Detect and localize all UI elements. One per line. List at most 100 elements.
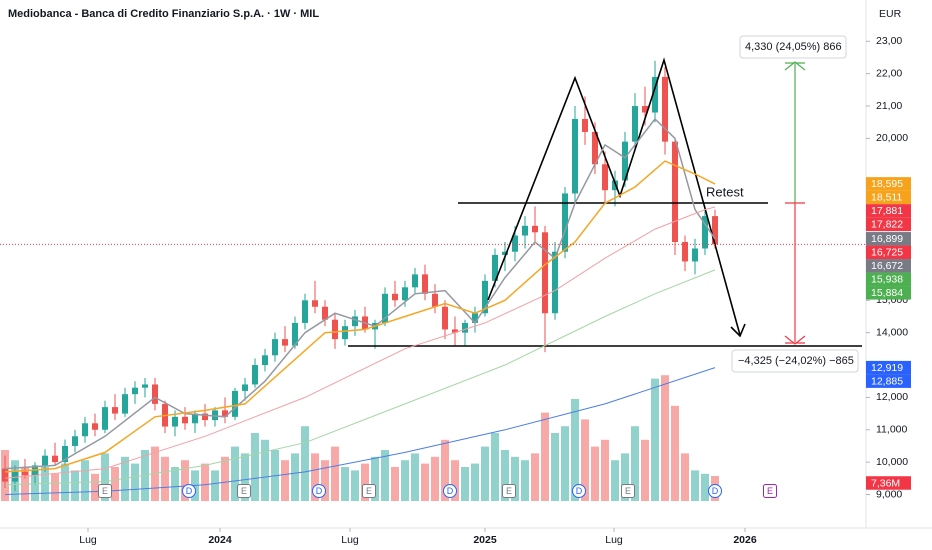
candle-body	[42, 455, 48, 466]
volume-bar	[91, 473, 99, 501]
event-label: E	[366, 486, 372, 496]
candle-body	[82, 423, 88, 437]
volume-bar	[241, 453, 249, 501]
price-tag	[866, 245, 911, 260]
candle-body	[412, 274, 418, 288]
candle-body	[222, 410, 228, 417]
currency: EUR	[879, 8, 902, 20]
candle-body	[652, 76, 658, 113]
candle-body	[112, 407, 118, 414]
volume-bar	[221, 456, 229, 501]
volume-bar	[451, 460, 459, 501]
price-tag-label: 17,822	[871, 219, 903, 231]
price-tag	[866, 374, 911, 388]
volume-bar	[621, 453, 629, 501]
candle-body	[352, 316, 358, 327]
moving-average	[4, 160, 716, 473]
volume-tag-label: 7,36M	[871, 477, 900, 489]
candle-body	[552, 251, 558, 314]
volume-bar	[681, 453, 689, 501]
event-label: E	[102, 486, 108, 496]
measure-down-label: −4,325 (−24,02%) −865	[738, 355, 854, 367]
candle-body	[512, 235, 518, 252]
candle-body	[322, 306, 328, 320]
price-tag-label: 16,672	[871, 260, 903, 272]
price-tag	[866, 259, 911, 273]
price-tag	[866, 190, 911, 205]
event-label: D	[447, 486, 454, 496]
event-marker	[443, 484, 457, 498]
volume-bar	[341, 467, 349, 501]
candle-body	[692, 248, 698, 262]
candle-body	[582, 118, 588, 132]
candle-body	[422, 274, 428, 294]
volume-bar	[421, 463, 429, 501]
candle-body	[232, 390, 238, 417]
candle-body	[62, 445, 68, 463]
candle-body	[562, 193, 568, 252]
volume-bar	[471, 463, 479, 501]
candle-body	[402, 287, 408, 301]
volume-bar	[661, 375, 669, 501]
candle-body	[572, 118, 578, 194]
x-tick-label: Lug	[341, 534, 359, 546]
candle-body	[252, 365, 258, 385]
candle-body	[712, 216, 718, 245]
volume-bar	[131, 463, 139, 501]
price-tag	[866, 360, 911, 375]
x-tick-label: Lug	[605, 534, 623, 546]
price-tag	[866, 286, 911, 300]
candle-body	[192, 413, 198, 424]
candle-body	[122, 394, 128, 414]
candle-body	[272, 339, 278, 356]
price-tag	[866, 272, 911, 287]
volume-bar	[201, 463, 209, 501]
volume-bar	[601, 439, 609, 501]
candle-body	[152, 384, 158, 404]
y-tick-label: 10,000	[876, 456, 908, 468]
volume-bar	[411, 453, 419, 501]
candle-body	[212, 410, 218, 421]
candle-body	[492, 254, 498, 281]
y-tick-label: 20,000	[876, 132, 908, 144]
volume-bar	[121, 456, 129, 501]
volume-bar	[371, 456, 379, 501]
candle-body	[342, 326, 348, 340]
candle-body	[502, 251, 508, 255]
volume-bar	[291, 453, 299, 501]
volume-bar	[391, 467, 399, 501]
price-tag-label: 15,938	[871, 274, 903, 286]
volume-bar	[401, 460, 409, 501]
measure-box-down	[731, 349, 859, 373]
measure-up-head	[784, 61, 806, 71]
candle-body	[592, 131, 598, 165]
x-tick-label: 2026	[733, 534, 757, 546]
candle-body	[612, 180, 618, 191]
event-label: D	[316, 486, 323, 496]
candle-body	[542, 232, 548, 314]
volume-bar	[561, 426, 569, 501]
candle-body	[392, 293, 398, 301]
y-tick-label: 9,000	[876, 488, 902, 500]
price-tag	[866, 177, 911, 191]
volume-bar	[511, 456, 519, 501]
event-marker	[237, 484, 251, 498]
volume-bar	[611, 460, 619, 501]
candle-body	[312, 300, 318, 307]
candle-body	[682, 242, 688, 262]
measure-up-label: 4,330 (24,05%) 866	[745, 41, 842, 53]
event-marker	[312, 484, 326, 498]
volume-bar	[311, 453, 319, 501]
volume-bar	[281, 460, 289, 501]
volume-bar	[331, 446, 339, 501]
event-marker	[98, 484, 112, 498]
volume-bar	[641, 439, 649, 501]
candle-body	[242, 384, 248, 391]
y-tick-label: 21,00	[876, 100, 902, 112]
volume-bar	[491, 433, 499, 501]
candle-body	[602, 164, 608, 191]
volume-bar	[671, 405, 679, 501]
chart-title: Mediobanca - Banca di Credito Finanziari…	[8, 8, 319, 20]
volume-bar	[481, 446, 489, 501]
